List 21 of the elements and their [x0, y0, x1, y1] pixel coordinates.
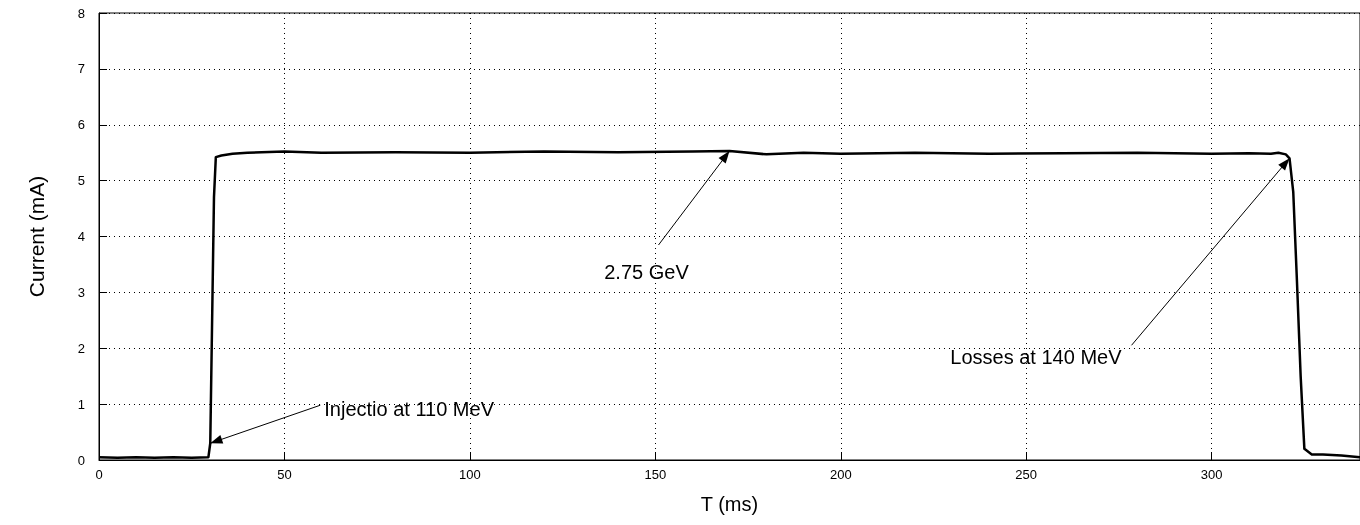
annotation: Injectio at 110 MeV: [324, 398, 495, 421]
y-tick-label: 0: [77, 452, 85, 468]
x-tick-label: 200: [829, 467, 852, 482]
y-tick-label: 7: [77, 61, 85, 77]
y-tick-label: 2: [77, 340, 85, 356]
x-tick-label: 150: [644, 467, 667, 482]
x-tick-label: 100: [459, 467, 481, 482]
annotation: 2.75 GeV: [604, 261, 690, 284]
y-tick-label: 3: [77, 284, 85, 300]
x-tick-label: 50: [277, 467, 292, 482]
y-axis-title: Current (mA): [25, 175, 48, 298]
y-tick-label: 5: [77, 173, 85, 189]
y-tick-label: 6: [77, 117, 85, 133]
x-axis-title: T (ms): [700, 493, 759, 515]
x-tick-label: 300: [1200, 467, 1223, 482]
y-tick-label: 1: [77, 396, 85, 412]
x-tick-label: 250: [1015, 467, 1038, 482]
annotation: Losses at 140 MeV: [950, 346, 1123, 369]
x-tick-label: 0: [95, 467, 103, 482]
y-tick-label: 4: [77, 229, 85, 244]
y-tick-label: 8: [77, 5, 85, 21]
